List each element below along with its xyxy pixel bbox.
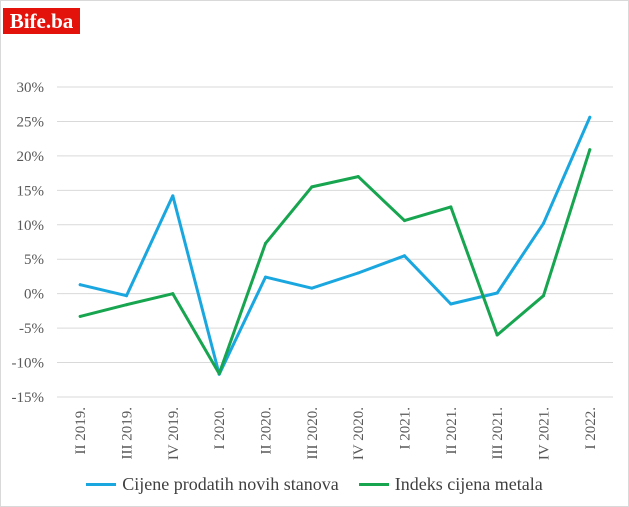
x-tick-label: IV 2021.: [537, 407, 553, 460]
x-tick-label: III 2020.: [305, 407, 321, 460]
y-tick-label: -5%: [19, 321, 44, 337]
data-point: [310, 185, 314, 189]
x-tick-label: I 2021.: [398, 407, 414, 450]
data-point: [356, 271, 360, 275]
y-tick-label: 20%: [17, 149, 45, 165]
data-point: [125, 303, 128, 307]
legend-swatch-metals: [358, 482, 389, 486]
y-tick-label: 30%: [17, 80, 45, 96]
data-point: [310, 286, 314, 290]
bife-logo: Bife.ba: [3, 8, 80, 34]
data-point: [78, 314, 82, 318]
data-point: [495, 333, 499, 337]
data-point: [264, 241, 267, 245]
line-chart: -15%-10%-5%0%5%10%15%20%25%30% II 2019. I…: [12, 80, 613, 460]
series-line-metal-index: [78, 148, 592, 376]
x-tick-label: III 2021.: [490, 407, 506, 460]
x-tick-label: III 2019.: [120, 407, 136, 460]
legend: Cijene prodatih novih stanova Indeks cij…: [0, 470, 629, 498]
x-tick-label: II 2020.: [259, 407, 275, 455]
data-point: [495, 291, 499, 295]
data-point: [403, 219, 406, 223]
data-point: [217, 372, 221, 376]
y-tick-label: -15%: [12, 390, 45, 406]
legend-swatch-housing: [86, 482, 117, 486]
gridlines: [57, 86, 613, 398]
data-point: [542, 294, 545, 298]
y-tick-label: 0%: [24, 287, 44, 303]
x-tick-label: I 2020.: [212, 407, 228, 450]
data-point: [125, 294, 128, 298]
series-lines: [78, 115, 592, 376]
data-point: [588, 115, 592, 119]
y-tick-label: 25%: [17, 114, 45, 130]
data-point: [449, 205, 453, 209]
y-tick-label: 5%: [24, 252, 44, 268]
data-point: [356, 175, 360, 179]
data-point: [542, 221, 545, 225]
data-point: [171, 292, 175, 296]
legend-label-metals: Indeks cijena metala: [394, 473, 543, 494]
data-point: [264, 275, 267, 279]
x-tick-label: IV 2019.: [166, 407, 182, 460]
x-tick-label: I 2022.: [583, 407, 599, 450]
data-point: [78, 283, 82, 287]
x-axis-ticks: II 2019. III 2019. IV 2019. I 2020. II 2020.…: [73, 407, 599, 460]
x-tick-label: II 2019.: [73, 407, 89, 455]
x-tick-label: IV 2020.: [351, 407, 367, 460]
y-axis-ticks: -15% -10% -5% 0% 5% 10% 15% 20% 25% 30%: [12, 80, 45, 406]
y-tick-label: -10%: [12, 356, 45, 372]
legend-item-housing: Cijene prodatih novih stanova: [86, 473, 339, 495]
legend-label-housing: Cijene prodatih novih stanova: [122, 473, 339, 494]
data-point: [449, 302, 453, 306]
series-line-housing-prices: [78, 115, 592, 376]
data-point: [171, 194, 175, 198]
x-tick-label: II 2021.: [444, 407, 460, 455]
y-tick-label: 15%: [17, 183, 45, 199]
legend-item-metals: Indeks cijena metala: [358, 473, 543, 495]
data-point: [588, 148, 592, 152]
y-tick-label: 10%: [17, 218, 45, 234]
data-point: [403, 254, 406, 258]
